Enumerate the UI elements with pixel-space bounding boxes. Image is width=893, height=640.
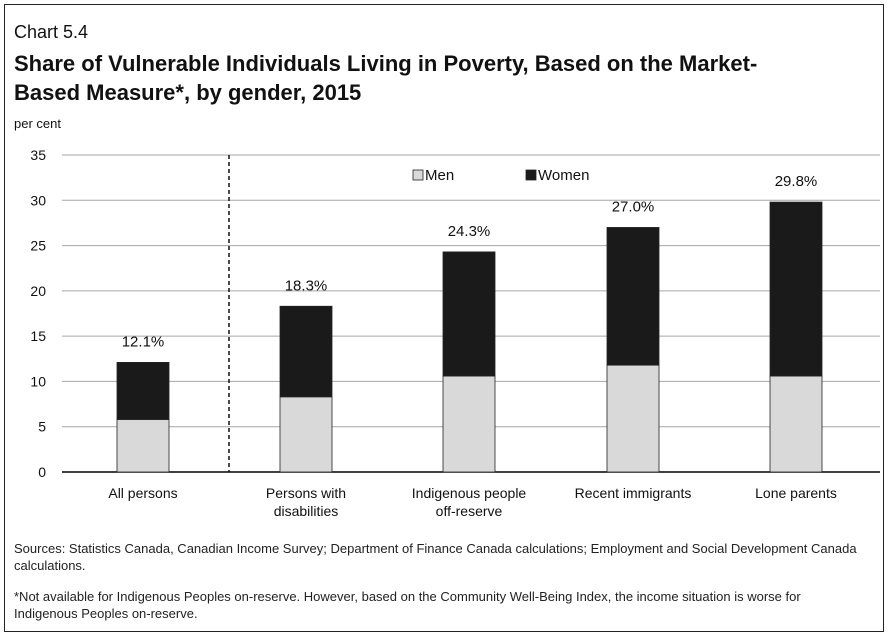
x-tick-label: Recent immigrants — [575, 485, 692, 501]
x-tick-label: All persons — [108, 485, 177, 501]
bar-men — [442, 375, 496, 473]
y-tick-label: 10 — [30, 373, 46, 389]
data-label: 24.3% — [448, 223, 491, 240]
bar-women — [442, 251, 496, 377]
chart-number: Chart 5.4 — [14, 22, 89, 42]
data-label: 29.8% — [775, 173, 818, 190]
x-tick-label: Persons with — [266, 485, 346, 501]
y-tick-label: 20 — [30, 283, 46, 299]
legend-swatch-men — [412, 169, 424, 181]
bar-men — [116, 419, 170, 473]
data-label: 18.3% — [285, 277, 328, 294]
x-tick-label: Lone parents — [755, 485, 837, 501]
x-tick-label: off-reserve — [436, 503, 503, 519]
data-label: 27.0% — [612, 198, 655, 215]
legend-label-women: Women — [538, 167, 589, 184]
bar-men — [279, 396, 333, 473]
data-label: 12.1% — [122, 333, 165, 350]
y-tick-label: 15 — [30, 328, 46, 344]
x-tick-label: Indigenous people — [412, 485, 527, 501]
chart-title: Share of Vulnerable Individuals Living i… — [14, 51, 758, 105]
y-tick-label: 35 — [30, 147, 46, 163]
bar-women — [116, 362, 170, 420]
y-tick-label: 5 — [38, 419, 46, 435]
sources-note: Sources: Statistics Canada, Canadian Inc… — [14, 541, 857, 573]
y-tick-label: 30 — [30, 192, 46, 208]
bar-men — [769, 375, 823, 473]
bar-men — [606, 364, 660, 473]
y-tick-label: 0 — [38, 464, 46, 480]
legend-label-men: Men — [425, 167, 454, 184]
footnote: *Not available for Indigenous Peoples on… — [14, 589, 801, 621]
y-tick-label: 25 — [30, 238, 46, 254]
bar-women — [769, 201, 823, 377]
y-axis-label: per cent — [14, 116, 61, 131]
x-tick-label: disabilities — [274, 503, 339, 519]
bar-women — [279, 305, 333, 398]
bar-women — [606, 227, 660, 366]
legend-swatch-women — [525, 169, 537, 181]
